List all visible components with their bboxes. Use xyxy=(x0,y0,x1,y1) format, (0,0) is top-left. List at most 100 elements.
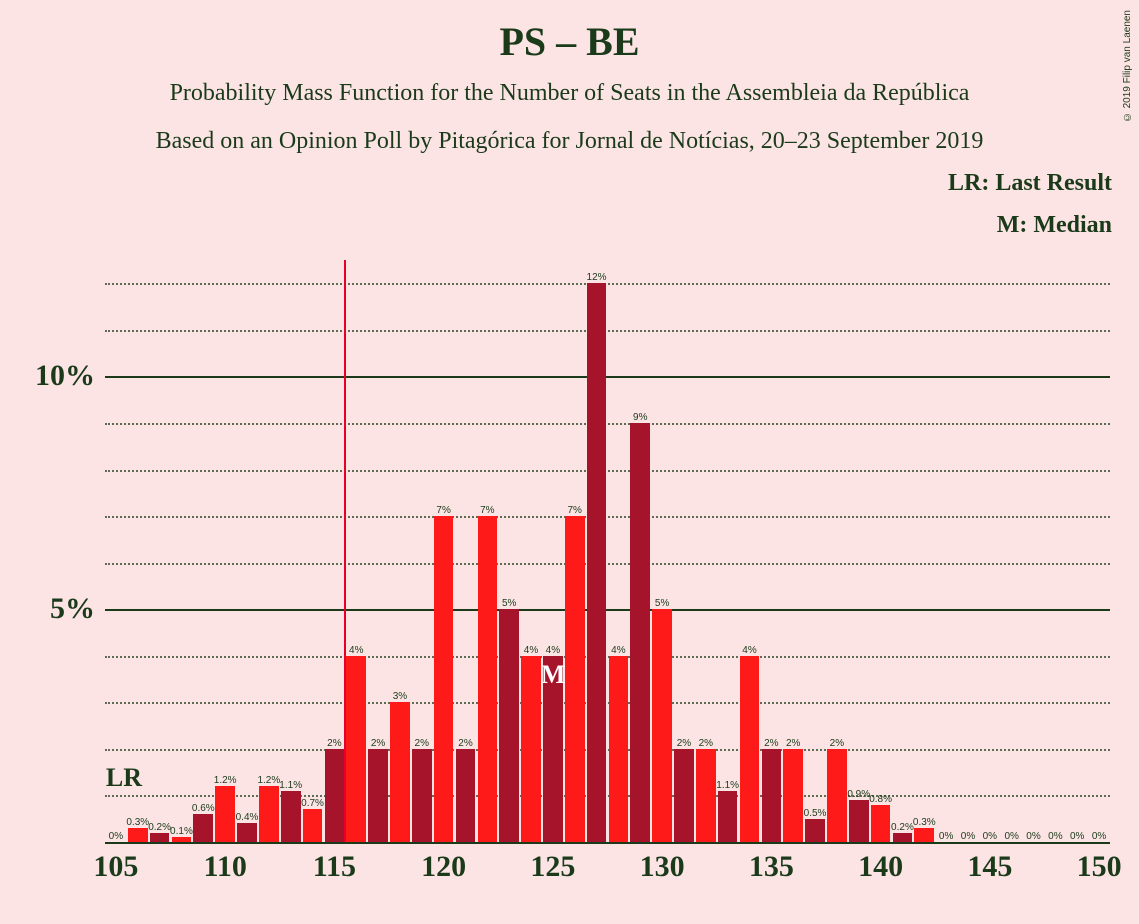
bar-label: 0.8% xyxy=(869,794,892,805)
bar-label: 0.3% xyxy=(913,817,936,828)
bar-label: 0% xyxy=(1026,831,1040,842)
y-tick-label: 5% xyxy=(50,592,95,626)
bar: 4% xyxy=(346,656,366,842)
chart-subtitle-2: Based on an Opinion Poll by Pitagórica f… xyxy=(0,128,1139,155)
y-tick-label: 10% xyxy=(35,359,95,393)
bar-label: 0.3% xyxy=(126,817,149,828)
bar: 1.2% xyxy=(215,786,235,842)
x-tick-label: 115 xyxy=(313,850,356,884)
bar: 0.8% xyxy=(871,805,891,842)
x-tick-label: 125 xyxy=(530,850,575,884)
bar-label: 0% xyxy=(1092,831,1106,842)
grid-major xyxy=(105,376,1110,378)
bar-label: 0% xyxy=(939,831,953,842)
bar: 12% xyxy=(587,283,607,842)
bar-label: 1.2% xyxy=(214,775,237,786)
bar-label: 1.1% xyxy=(279,780,302,791)
bar: 0.7% xyxy=(303,809,323,842)
grid-minor xyxy=(105,702,1110,704)
bar-label: 0% xyxy=(1070,831,1084,842)
bar-label: 4% xyxy=(524,645,538,656)
x-tick-label: 150 xyxy=(1077,850,1122,884)
bar-label: 1.2% xyxy=(257,775,280,786)
chart-subtitle-1: Probability Mass Function for the Number… xyxy=(0,80,1139,107)
bar: 5% xyxy=(499,609,519,842)
bar-label: 0.7% xyxy=(301,798,324,809)
bar-label: 5% xyxy=(502,598,516,609)
bar-label: 9% xyxy=(633,412,647,423)
bar: 0.3% xyxy=(128,828,148,842)
bar-label: 5% xyxy=(655,598,669,609)
median-marker: M xyxy=(541,660,566,690)
bar-label: 3% xyxy=(393,691,407,702)
x-tick-label: 130 xyxy=(640,850,685,884)
grid-minor xyxy=(105,283,1110,285)
bar-label: 0% xyxy=(983,831,997,842)
bar: 5% xyxy=(652,609,672,842)
bar-label: 0.1% xyxy=(170,826,193,837)
bar-label: 12% xyxy=(587,272,607,283)
bar-label: 2% xyxy=(371,738,385,749)
bar-label: 0.2% xyxy=(891,822,914,833)
lr-marker: LR xyxy=(106,763,142,793)
bar: 0.9% xyxy=(849,800,869,842)
bar: 7% xyxy=(565,516,585,842)
grid-minor xyxy=(105,516,1110,518)
bar-label: 4% xyxy=(742,645,756,656)
bar-label: 4% xyxy=(546,645,560,656)
grid-minor xyxy=(105,749,1110,751)
grid-minor xyxy=(105,470,1110,472)
bar: 0.3% xyxy=(914,828,934,842)
copyright-text: © 2019 Filip van Laenen xyxy=(1122,10,1133,122)
bar: 2% xyxy=(368,749,388,842)
grid-minor xyxy=(105,330,1110,332)
bar-label: 0.6% xyxy=(192,803,215,814)
x-tick-label: 120 xyxy=(421,850,466,884)
bar-label: 2% xyxy=(699,738,713,749)
bar: 9% xyxy=(630,423,650,842)
bar-label: 0% xyxy=(961,831,975,842)
grid-minor xyxy=(105,563,1110,565)
chart-title: PS – BE xyxy=(0,18,1139,65)
bar-label: 7% xyxy=(567,505,581,516)
bar: 2% xyxy=(674,749,694,842)
bar-label: 7% xyxy=(436,505,450,516)
bar: 4% xyxy=(521,656,541,842)
chart-container: PS – BE Probability Mass Function for th… xyxy=(0,0,1139,924)
legend-m: M: Median xyxy=(997,212,1112,239)
bar: 4% xyxy=(609,656,629,842)
bar-label: 0.9% xyxy=(847,789,870,800)
bar: 3% xyxy=(390,702,410,842)
bar-label: 2% xyxy=(677,738,691,749)
x-tick-label: 105 xyxy=(93,850,138,884)
bar-label: 2% xyxy=(327,738,341,749)
bar-label: 4% xyxy=(349,645,363,656)
bar-label: 4% xyxy=(611,645,625,656)
bar-label: 0% xyxy=(109,831,123,842)
bar-label: 2% xyxy=(764,738,778,749)
x-tick-label: 110 xyxy=(203,850,246,884)
bar-label: 2% xyxy=(415,738,429,749)
bar: 2% xyxy=(827,749,847,842)
grid-minor xyxy=(105,795,1110,797)
bar-label: 0.5% xyxy=(804,808,827,819)
bar-label: 0.4% xyxy=(236,812,259,823)
bar-label: 7% xyxy=(480,505,494,516)
bar: 2% xyxy=(696,749,716,842)
bar: 2% xyxy=(783,749,803,842)
bar: 0.2% xyxy=(150,833,170,842)
bar: 0.6% xyxy=(193,814,213,842)
bar: 1.1% xyxy=(718,791,738,842)
bar: 2% xyxy=(412,749,432,842)
bar: 2% xyxy=(762,749,782,842)
bar: 0.4% xyxy=(237,823,257,842)
grid-major xyxy=(105,842,1110,844)
x-tick-label: 135 xyxy=(749,850,794,884)
grid-minor xyxy=(105,423,1110,425)
bar: 1.2% xyxy=(259,786,279,842)
bar: 2% xyxy=(325,749,345,842)
bar-label: 1.1% xyxy=(716,780,739,791)
legend-lr: LR: Last Result xyxy=(948,170,1112,197)
bar: 0.2% xyxy=(893,833,913,842)
x-tick-label: 140 xyxy=(858,850,903,884)
